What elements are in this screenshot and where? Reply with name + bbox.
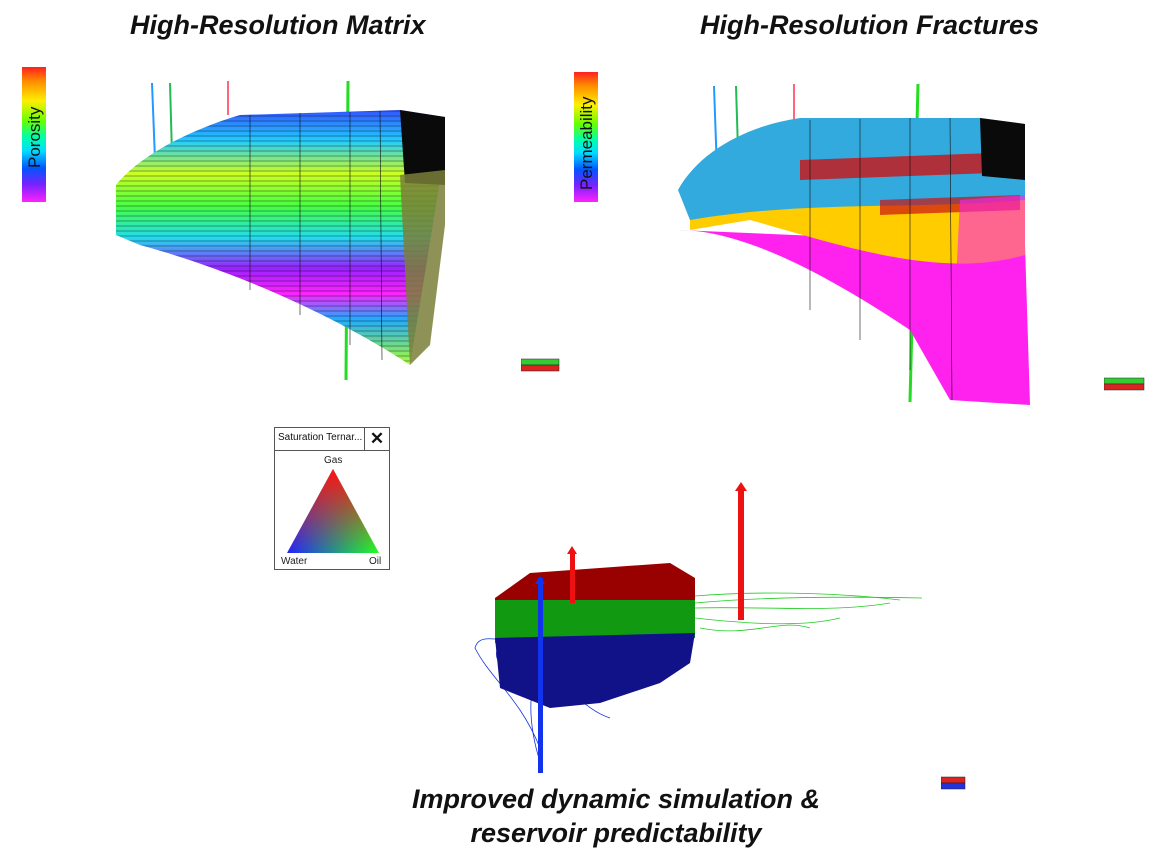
matrix-title: High-Resolution Matrix xyxy=(130,10,426,40)
ternary-label-water: Water xyxy=(281,556,308,567)
caption-line-1: Improved dynamic simulation & xyxy=(411,784,821,814)
ternary-label-oil: Oil xyxy=(369,556,382,567)
porosity-colorbar-label: Porosity xyxy=(25,106,44,168)
simulation-3d-model xyxy=(474,482,923,773)
caption-line-2: reservoir predictability xyxy=(470,818,762,848)
matrix-orientation-cube xyxy=(521,358,560,372)
ternary-triangle xyxy=(287,469,379,553)
fractures-3d-model xyxy=(678,83,1030,405)
fractures-title: High-Resolution Fractures xyxy=(700,10,1040,40)
permeability-colorbar-label: Permeability xyxy=(577,96,596,190)
fractures-orientation-cube xyxy=(1104,377,1145,391)
matrix-3d-model xyxy=(116,80,445,381)
ternary-label-gas: Gas xyxy=(324,455,343,466)
caption: Improved dynamic simulation & reservoir … xyxy=(396,782,836,850)
ternary-legend-title: Saturation Ternar... xyxy=(278,432,363,443)
ternary-legend-header: Saturation Ternar... ✕ xyxy=(275,428,389,451)
permeability-colorbar xyxy=(574,72,598,202)
simulation-orientation-cube xyxy=(941,776,966,790)
porosity-colorbar xyxy=(22,67,46,202)
saturation-ternary-legend: Saturation Ternar... ✕ Gas Water Oil xyxy=(274,427,390,570)
close-icon[interactable]: ✕ xyxy=(364,428,389,450)
